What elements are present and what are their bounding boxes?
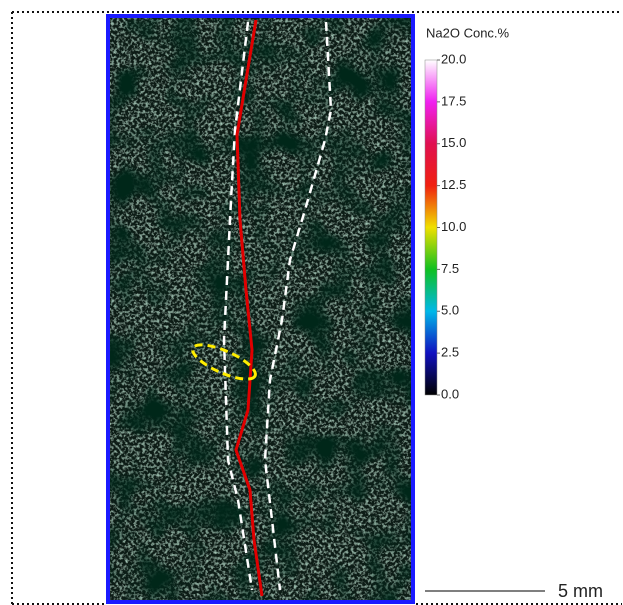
colorbar-tick-label: 15.0 [441, 135, 466, 150]
colorbar [425, 60, 437, 395]
colorbar-tick-label: 10.0 [441, 219, 466, 234]
colorbar-tick-label: 2.5 [441, 345, 459, 360]
element-map [109, 17, 412, 601]
colorbar-tick-label: 5.0 [441, 303, 459, 318]
colorbar-tick-label: 0.0 [441, 386, 459, 401]
figure: Na2O Conc.% 5 mm 0.0 2.5 5.0 7.5 10.0 12.5 15.… [0, 0, 623, 605]
scale-bar-label: 5 mm [558, 581, 603, 601]
colorbar-tick-label: 12.5 [441, 177, 466, 192]
colorbar-tick-label: 17.5 [441, 93, 466, 108]
colorbar-title: Na2O Conc.% [426, 25, 510, 40]
colorbar-tick-label: 20.0 [441, 51, 466, 66]
colorbar-tick-label: 7.5 [441, 261, 459, 276]
